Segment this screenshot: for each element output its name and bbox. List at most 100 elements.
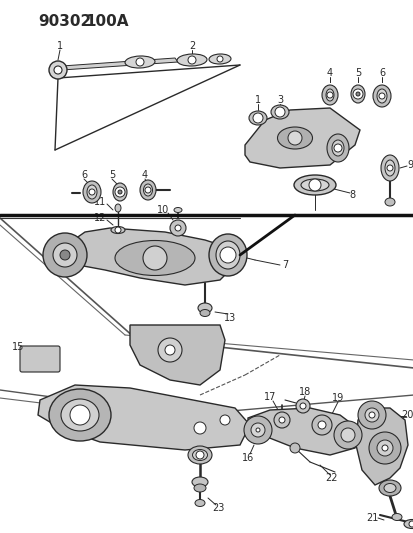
Text: 15: 15 bbox=[12, 342, 24, 352]
Circle shape bbox=[287, 131, 301, 145]
Ellipse shape bbox=[271, 105, 288, 119]
Text: 11: 11 bbox=[94, 197, 106, 207]
Circle shape bbox=[311, 415, 331, 435]
Ellipse shape bbox=[177, 54, 206, 66]
Ellipse shape bbox=[383, 483, 395, 492]
Circle shape bbox=[165, 345, 175, 355]
Text: 1: 1 bbox=[254, 95, 261, 105]
Text: 19: 19 bbox=[331, 393, 343, 403]
Circle shape bbox=[333, 144, 341, 152]
Circle shape bbox=[89, 189, 95, 195]
Circle shape bbox=[368, 412, 374, 418]
Ellipse shape bbox=[194, 484, 206, 492]
Ellipse shape bbox=[83, 181, 101, 203]
Polygon shape bbox=[58, 228, 240, 285]
Ellipse shape bbox=[197, 303, 211, 313]
Ellipse shape bbox=[376, 89, 386, 103]
Circle shape bbox=[188, 56, 195, 64]
Ellipse shape bbox=[403, 520, 413, 529]
Circle shape bbox=[376, 440, 392, 456]
Text: 4: 4 bbox=[142, 170, 148, 180]
Ellipse shape bbox=[143, 184, 152, 196]
Text: 4: 4 bbox=[326, 68, 332, 78]
Text: 8: 8 bbox=[348, 190, 354, 200]
Circle shape bbox=[364, 408, 378, 422]
Circle shape bbox=[295, 399, 309, 413]
Ellipse shape bbox=[87, 185, 97, 199]
Ellipse shape bbox=[115, 204, 121, 212]
Circle shape bbox=[368, 432, 400, 464]
Ellipse shape bbox=[209, 54, 230, 64]
Text: 17: 17 bbox=[263, 392, 275, 402]
Ellipse shape bbox=[293, 175, 335, 195]
Circle shape bbox=[70, 405, 90, 425]
Circle shape bbox=[118, 190, 122, 194]
Circle shape bbox=[195, 451, 204, 459]
Text: 2: 2 bbox=[188, 41, 195, 51]
Polygon shape bbox=[130, 325, 224, 385]
Circle shape bbox=[408, 521, 413, 527]
Ellipse shape bbox=[391, 513, 401, 521]
Circle shape bbox=[317, 421, 325, 429]
Circle shape bbox=[43, 233, 87, 277]
Ellipse shape bbox=[115, 240, 195, 276]
Circle shape bbox=[252, 113, 262, 123]
Text: 6: 6 bbox=[81, 170, 87, 180]
Circle shape bbox=[53, 243, 77, 267]
Circle shape bbox=[273, 412, 289, 428]
Text: 7: 7 bbox=[281, 260, 287, 270]
Ellipse shape bbox=[300, 179, 328, 191]
Text: 13: 13 bbox=[223, 313, 235, 323]
Text: 20: 20 bbox=[401, 410, 413, 420]
Ellipse shape bbox=[384, 160, 394, 176]
Ellipse shape bbox=[380, 155, 398, 181]
Circle shape bbox=[219, 247, 235, 263]
Polygon shape bbox=[244, 108, 359, 168]
Ellipse shape bbox=[125, 56, 154, 68]
Circle shape bbox=[115, 227, 121, 233]
Circle shape bbox=[333, 421, 361, 449]
Ellipse shape bbox=[277, 127, 312, 149]
Circle shape bbox=[136, 58, 144, 66]
Circle shape bbox=[145, 187, 151, 193]
Circle shape bbox=[250, 423, 264, 437]
Ellipse shape bbox=[350, 85, 364, 103]
Ellipse shape bbox=[331, 140, 343, 156]
Ellipse shape bbox=[192, 449, 207, 461]
Text: 21: 21 bbox=[365, 513, 377, 523]
Circle shape bbox=[381, 445, 387, 451]
Ellipse shape bbox=[384, 198, 394, 206]
Circle shape bbox=[386, 165, 392, 171]
Ellipse shape bbox=[216, 241, 240, 269]
Ellipse shape bbox=[372, 85, 390, 107]
Ellipse shape bbox=[173, 207, 182, 213]
Circle shape bbox=[115, 187, 125, 197]
Circle shape bbox=[60, 250, 70, 260]
Polygon shape bbox=[62, 58, 178, 70]
Circle shape bbox=[378, 93, 384, 99]
Ellipse shape bbox=[209, 234, 247, 276]
Text: 5: 5 bbox=[354, 68, 360, 78]
Ellipse shape bbox=[199, 310, 209, 317]
Polygon shape bbox=[355, 408, 407, 485]
Text: 6: 6 bbox=[378, 68, 384, 78]
Circle shape bbox=[289, 443, 299, 453]
Circle shape bbox=[49, 61, 67, 79]
Ellipse shape bbox=[192, 477, 207, 487]
Circle shape bbox=[255, 428, 259, 432]
Ellipse shape bbox=[321, 85, 337, 105]
Circle shape bbox=[216, 56, 223, 62]
Circle shape bbox=[158, 338, 182, 362]
Text: 12: 12 bbox=[94, 213, 106, 223]
Circle shape bbox=[170, 220, 185, 236]
Circle shape bbox=[352, 89, 362, 99]
Text: 5: 5 bbox=[109, 170, 115, 180]
Ellipse shape bbox=[49, 389, 111, 441]
Circle shape bbox=[194, 422, 206, 434]
Text: 23: 23 bbox=[211, 503, 224, 513]
Circle shape bbox=[326, 92, 332, 98]
Circle shape bbox=[357, 401, 385, 429]
Text: 22: 22 bbox=[325, 473, 337, 483]
Ellipse shape bbox=[61, 399, 99, 431]
Circle shape bbox=[219, 415, 230, 425]
